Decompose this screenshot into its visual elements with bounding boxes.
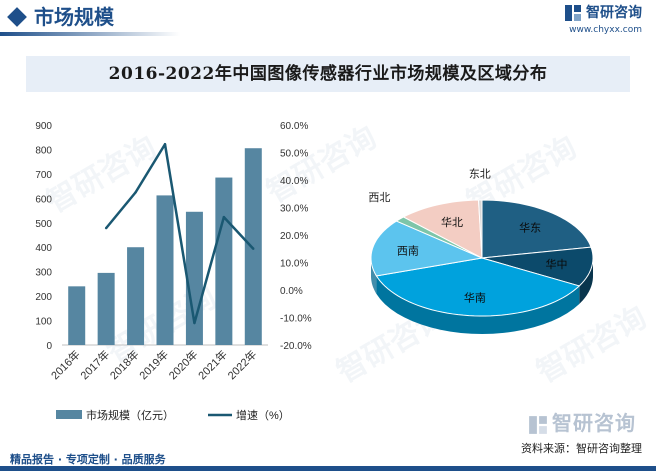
pie-label: 西南 xyxy=(397,245,419,258)
pie-label: 华中 xyxy=(546,257,568,271)
pie-label: 华北 xyxy=(441,215,463,229)
brand-block: 智研咨询 www.chyxx.com xyxy=(564,4,642,36)
section-title: 市场规模 xyxy=(34,5,114,29)
bar xyxy=(185,211,203,345)
line-point xyxy=(134,191,137,194)
y-right-tick-label: 60.0% xyxy=(280,121,308,132)
pie-tops xyxy=(370,199,594,317)
bar xyxy=(244,148,262,345)
x-tick-label: 2017年 xyxy=(77,347,112,382)
pie-sides xyxy=(371,258,593,334)
y-right-tick-label: 10.0% xyxy=(280,259,308,270)
header-bar: 市场规模 智研咨询 www.chyxx.com xyxy=(0,0,656,40)
pie-slice xyxy=(375,257,581,317)
x-tick-label: 2019年 xyxy=(136,347,171,382)
bar xyxy=(156,195,174,345)
chart-title: 2016-2022年中国图像传感器行业市场规模及区域分布 xyxy=(108,64,548,84)
x-tick-label: 2020年 xyxy=(166,347,201,382)
pie-slice xyxy=(481,246,594,287)
footer-rule xyxy=(0,466,656,471)
brand-logo-icon xyxy=(565,5,581,21)
bar xyxy=(215,177,233,345)
pie-label: 华东 xyxy=(519,221,541,235)
pie-slice-side xyxy=(376,275,580,334)
pie-label: 西北 xyxy=(368,191,390,204)
bar xyxy=(97,272,115,345)
pie-slice-side xyxy=(579,258,593,304)
brand-name: 智研咨询 xyxy=(586,5,642,21)
pie-slice xyxy=(402,199,483,259)
y-left-tick-label: 0 xyxy=(46,341,52,352)
legend-label: 增速（%） xyxy=(236,408,290,422)
bar xyxy=(68,286,86,345)
y-left-tick-label: 300 xyxy=(35,268,52,279)
line-point xyxy=(222,215,226,219)
y-left-tick-label: 700 xyxy=(35,170,52,181)
line-point xyxy=(104,226,108,230)
y-left-tick-label: 200 xyxy=(35,292,52,303)
footer-logo: 智研咨询 xyxy=(528,407,636,436)
x-tick-label: 2022年 xyxy=(224,347,259,382)
pie-slice xyxy=(477,199,483,259)
pie-slice-side xyxy=(371,258,377,294)
legend-swatch-bar xyxy=(56,410,82,419)
y-right-tick-label: 40.0% xyxy=(280,176,308,187)
legend-label: 市场规模（亿元） xyxy=(86,408,174,422)
y-right-tick-label: 30.0% xyxy=(280,204,308,215)
y-right-tick-label: 50.0% xyxy=(280,149,308,160)
footer-logo-icon xyxy=(529,415,547,434)
line-point xyxy=(252,247,255,250)
footer-tagline: 精品报告 · 专项定制 · 品质服务 xyxy=(10,453,166,466)
y-right-tick-label: -10.0% xyxy=(280,314,312,325)
pie-slice xyxy=(481,199,592,259)
line-point xyxy=(193,321,196,325)
y-right-tick-label: -20.0% xyxy=(280,341,312,352)
line-point xyxy=(163,143,167,146)
pie-label: 华南 xyxy=(464,290,486,304)
pie-label: 东北 xyxy=(469,168,491,181)
x-tick-label: 2018年 xyxy=(107,347,142,382)
y-left-tick-label: 800 xyxy=(35,145,52,156)
brand-url: www.chyxx.com xyxy=(569,25,642,35)
bar xyxy=(127,247,145,345)
x-tick-label: 2021年 xyxy=(195,347,230,382)
bar-line-chart: 0 100 200 300 400 500 600 700 800 900 -20.0% -10.0%… xyxy=(35,121,311,422)
chart-title-box: 2016-2022年中国图像传感器行业市场规模及区域分布 xyxy=(26,56,630,92)
y-left-tick-label: 100 xyxy=(35,317,52,328)
y-right-tick-label: 0.0% xyxy=(280,286,303,297)
y-right-tick-label: 20.0% xyxy=(280,231,308,242)
pie-slice xyxy=(370,220,484,277)
source-note: 资料来源：智研咨询整理 xyxy=(521,442,642,455)
x-tick-label: 2016年 xyxy=(48,347,83,382)
title-underline xyxy=(0,32,180,36)
y-left-tick-label: 600 xyxy=(35,194,52,205)
y-left-tick-label: 500 xyxy=(35,219,52,230)
y-left-tick-label: 400 xyxy=(35,243,52,254)
y-left-tick-label: 900 xyxy=(35,121,52,132)
footer-logo-text: 智研咨询 xyxy=(552,411,636,435)
footer-bar: 精品报告 · 专项定制 · 品质服务 xyxy=(0,447,656,471)
growth-line xyxy=(105,143,255,325)
